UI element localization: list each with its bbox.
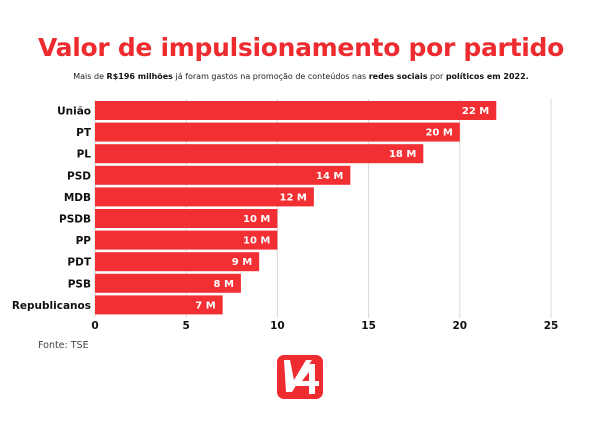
category-label: MDB xyxy=(64,192,91,204)
chart-title: Valor de impulsionamento por partido xyxy=(38,33,564,62)
value-label: 8 M xyxy=(214,279,234,290)
value-label: 9 M xyxy=(232,257,252,268)
source-note: Fonte: TSE xyxy=(38,340,89,351)
bars xyxy=(95,101,497,315)
value-label: 18 M xyxy=(389,149,416,160)
value-label: 14 M xyxy=(316,171,343,182)
x-tick-label: 5 xyxy=(183,320,190,332)
bar xyxy=(95,187,314,207)
category-label: PSB xyxy=(68,278,91,290)
category-label: União xyxy=(57,106,91,118)
value-label: 12 M xyxy=(280,192,307,203)
subtitle-part: Mais de xyxy=(73,72,107,81)
x-tick-label: 10 xyxy=(270,320,285,332)
x-tick-label: 15 xyxy=(361,320,376,332)
value-label: 20 M xyxy=(425,128,452,139)
value-labels: 22 M 20 M 18 M 14 M 12 M 10 M 10 M 9 M 8 M 7 M xyxy=(195,106,489,311)
bar xyxy=(95,273,241,293)
value-label: 7 M xyxy=(195,300,215,311)
category-label: PSDB xyxy=(59,214,91,226)
v4-logo-icon xyxy=(276,354,324,400)
x-tick-label: 0 xyxy=(91,320,98,332)
value-label: 22 M xyxy=(462,106,489,117)
bar xyxy=(95,101,497,120)
x-axis-ticks: 0 5 10 15 20 25 xyxy=(91,320,558,332)
category-label: Republicanos xyxy=(12,300,91,312)
category-label: PL xyxy=(77,149,92,161)
bar xyxy=(95,144,424,164)
bar xyxy=(95,165,351,185)
category-labels: União PT PL PSD MDB PSDB PP PDT PSB Republicanos xyxy=(12,106,92,312)
x-tick-label: 25 xyxy=(544,320,559,332)
subtitle-part: já foram gastos na promoção de conteúdos… xyxy=(172,72,369,81)
bar xyxy=(95,252,260,272)
bar xyxy=(95,209,278,228)
category-label: PSD xyxy=(67,170,91,182)
category-label: PP xyxy=(76,235,92,247)
bar xyxy=(95,295,223,315)
subtitle-part: por xyxy=(427,72,446,81)
subtitle-part: redes sociais xyxy=(368,72,428,81)
subtitle-part: políticos em 2022. xyxy=(445,72,529,81)
bar xyxy=(95,230,278,250)
value-label: 10 M xyxy=(243,214,270,225)
bar xyxy=(95,122,460,142)
x-tick-label: 20 xyxy=(452,320,467,332)
category-label: PDT xyxy=(67,257,91,269)
chart-subtitle: Mais de R$196 milhões já foram gastos na… xyxy=(0,72,602,81)
category-label: PT xyxy=(76,127,92,139)
subtitle-part: R$196 milhões xyxy=(106,72,173,81)
value-label: 10 M xyxy=(243,236,270,247)
